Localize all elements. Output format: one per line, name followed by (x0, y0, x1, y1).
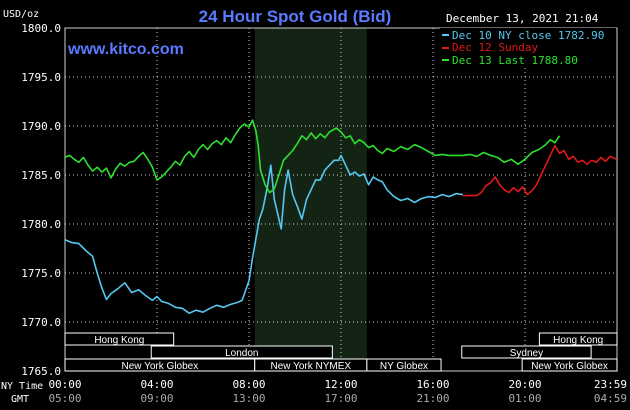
legend-swatch-2 (442, 47, 449, 49)
site-watermark: www.kitco.com (67, 41, 184, 58)
x-tick-ny-5: 20:00 (508, 378, 541, 391)
ny-time-row-label: NY Time (1, 381, 43, 392)
x-tick-ny-1: 04:00 (140, 378, 173, 391)
market-box-0 (64, 332, 175, 346)
market-label-5: Sydney (510, 348, 543, 359)
market-label-6: Hong Kong (553, 335, 603, 346)
legend: Dec 10 NY close 1782.90 Dec 12 Sunday De… (440, 28, 616, 68)
nymex-session-band (254, 28, 367, 371)
y-tick-label-1: 1795.0 (21, 71, 61, 84)
market-box-7 (521, 358, 618, 372)
x-tick-gmt-5: 01:00 (508, 392, 541, 405)
chart-title: 24 Hour Spot Gold (Bid) (199, 7, 392, 26)
market-label-0: Hong Kong (94, 335, 144, 346)
x-tick-gmt-2: 13:00 (232, 392, 265, 405)
market-label-1: London (225, 348, 258, 359)
y-tick-label-0: 1800.0 (21, 22, 61, 35)
y-tick-label-2: 1790.0 (21, 120, 61, 133)
market-box-1 (150, 345, 333, 359)
gmt-row-label: GMT (11, 394, 29, 405)
x-tick-ny-0: 00:00 (48, 378, 81, 391)
x-tick-ny-4: 16:00 (416, 378, 449, 391)
y-tick-label-6: 1770.0 (21, 316, 61, 329)
x-tick-gmt-4: 21:00 (416, 392, 449, 405)
legend-swatch-1 (442, 34, 449, 36)
x-tick-ny-6: 23:59 (594, 378, 627, 391)
timestamp: December 13, 2021 21:04 (446, 12, 599, 25)
y-tick-label-4: 1780.0 (21, 218, 61, 231)
market-label-3: New York NYMEX (271, 361, 352, 372)
market-box-5 (461, 345, 592, 359)
market-box-6 (538, 332, 618, 346)
series-line-1 (64, 154, 464, 314)
x-tick-ny-3: 12:00 (324, 378, 357, 391)
unit-label: USD/oz (3, 9, 39, 20)
legend-swatch-3 (442, 59, 449, 61)
x-tick-gmt-3: 17:00 (324, 392, 357, 405)
market-label-4: NY Globex (380, 361, 428, 372)
market-label-7: New York Globex (531, 361, 608, 372)
x-tick-gmt-1: 09:00 (140, 392, 173, 405)
legend-item-1: Dec 10 NY close 1782.90 (452, 29, 604, 42)
y-tick-label-3: 1785.0 (21, 169, 61, 182)
x-tick-ny-2: 08:00 (232, 378, 265, 391)
series-line-3 (64, 119, 561, 194)
x-tick-gmt-6: 04:59 (594, 392, 627, 405)
x-tick-gmt-0: 05:00 (48, 392, 81, 405)
y-tick-label-5: 1775.0 (21, 267, 61, 280)
market-label-2: New York Globex (122, 361, 199, 372)
legend-item-3: Dec 13 Last 1788.80 (452, 54, 578, 67)
y-tick-label-7: 1765.0 (21, 365, 61, 378)
series-line-2 (462, 144, 618, 197)
market-box-4 (366, 358, 442, 372)
legend-box (440, 28, 616, 68)
legend-item-2: Dec 12 Sunday (452, 41, 538, 54)
